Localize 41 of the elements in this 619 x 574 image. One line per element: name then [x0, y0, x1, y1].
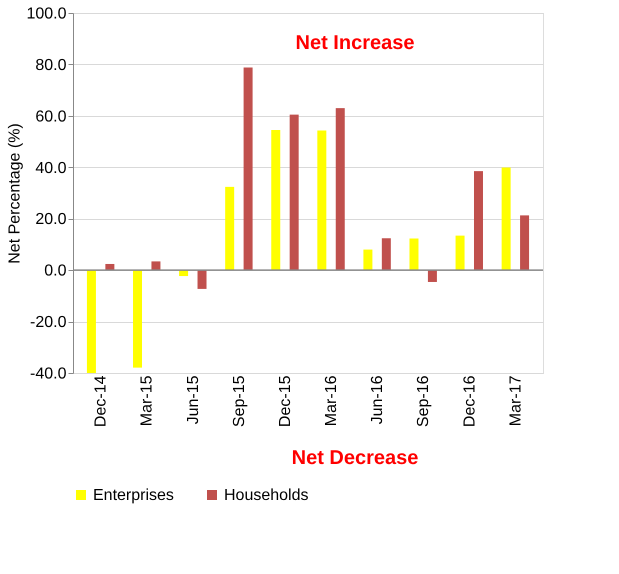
x-tick-label: Sep-16: [415, 375, 432, 428]
text: Net Decrease: [292, 447, 418, 469]
legend-label: Enterprises: [93, 487, 174, 504]
x-tick-label: Mar-16: [323, 375, 340, 426]
y-tick-label: 0.0: [44, 262, 67, 280]
x-tick-label: Dec-15: [276, 375, 294, 428]
bar: [428, 270, 437, 282]
bar: [520, 215, 530, 270]
y-axis-title: Net Percentage (%): [6, 123, 24, 264]
x-tick-label: Jun-15: [184, 375, 202, 424]
bar: [336, 108, 345, 270]
bar: [290, 114, 299, 270]
bar: [86, 270, 96, 373]
bar: [474, 171, 483, 270]
bar: [363, 250, 372, 270]
x-tick-label: Mar-17: [507, 375, 524, 426]
bar: [244, 68, 253, 270]
x-tick-label: Dec-14: [92, 375, 110, 428]
x-tick-label: Jun-16: [369, 375, 386, 424]
y-tick-label: 80.0: [35, 56, 67, 74]
bar: [409, 238, 418, 270]
y-tick-label: 40.0: [35, 160, 67, 177]
x-tick-label: Sep-15: [230, 375, 248, 428]
bar: [317, 130, 326, 270]
y-tick-label: 60.0: [35, 108, 67, 126]
y-tick-label: -40.0: [30, 366, 67, 382]
y-tick-label: -20.0: [30, 314, 67, 332]
bar: [502, 168, 511, 270]
bar: [225, 186, 234, 270]
y-tick-label: 100.0: [26, 6, 67, 22]
annotation: Net Increase: [296, 32, 414, 54]
x-tick-label: Mar-15: [138, 375, 156, 426]
bar: [271, 130, 280, 270]
bar: [133, 270, 142, 368]
bar: [382, 238, 391, 270]
bar: [151, 261, 160, 270]
y-tick-label: 20.0: [35, 211, 67, 228]
legend-label: Households: [224, 487, 308, 504]
bar: [456, 236, 465, 270]
x-tick-label: Dec-16: [461, 375, 478, 428]
bar: [198, 270, 207, 289]
